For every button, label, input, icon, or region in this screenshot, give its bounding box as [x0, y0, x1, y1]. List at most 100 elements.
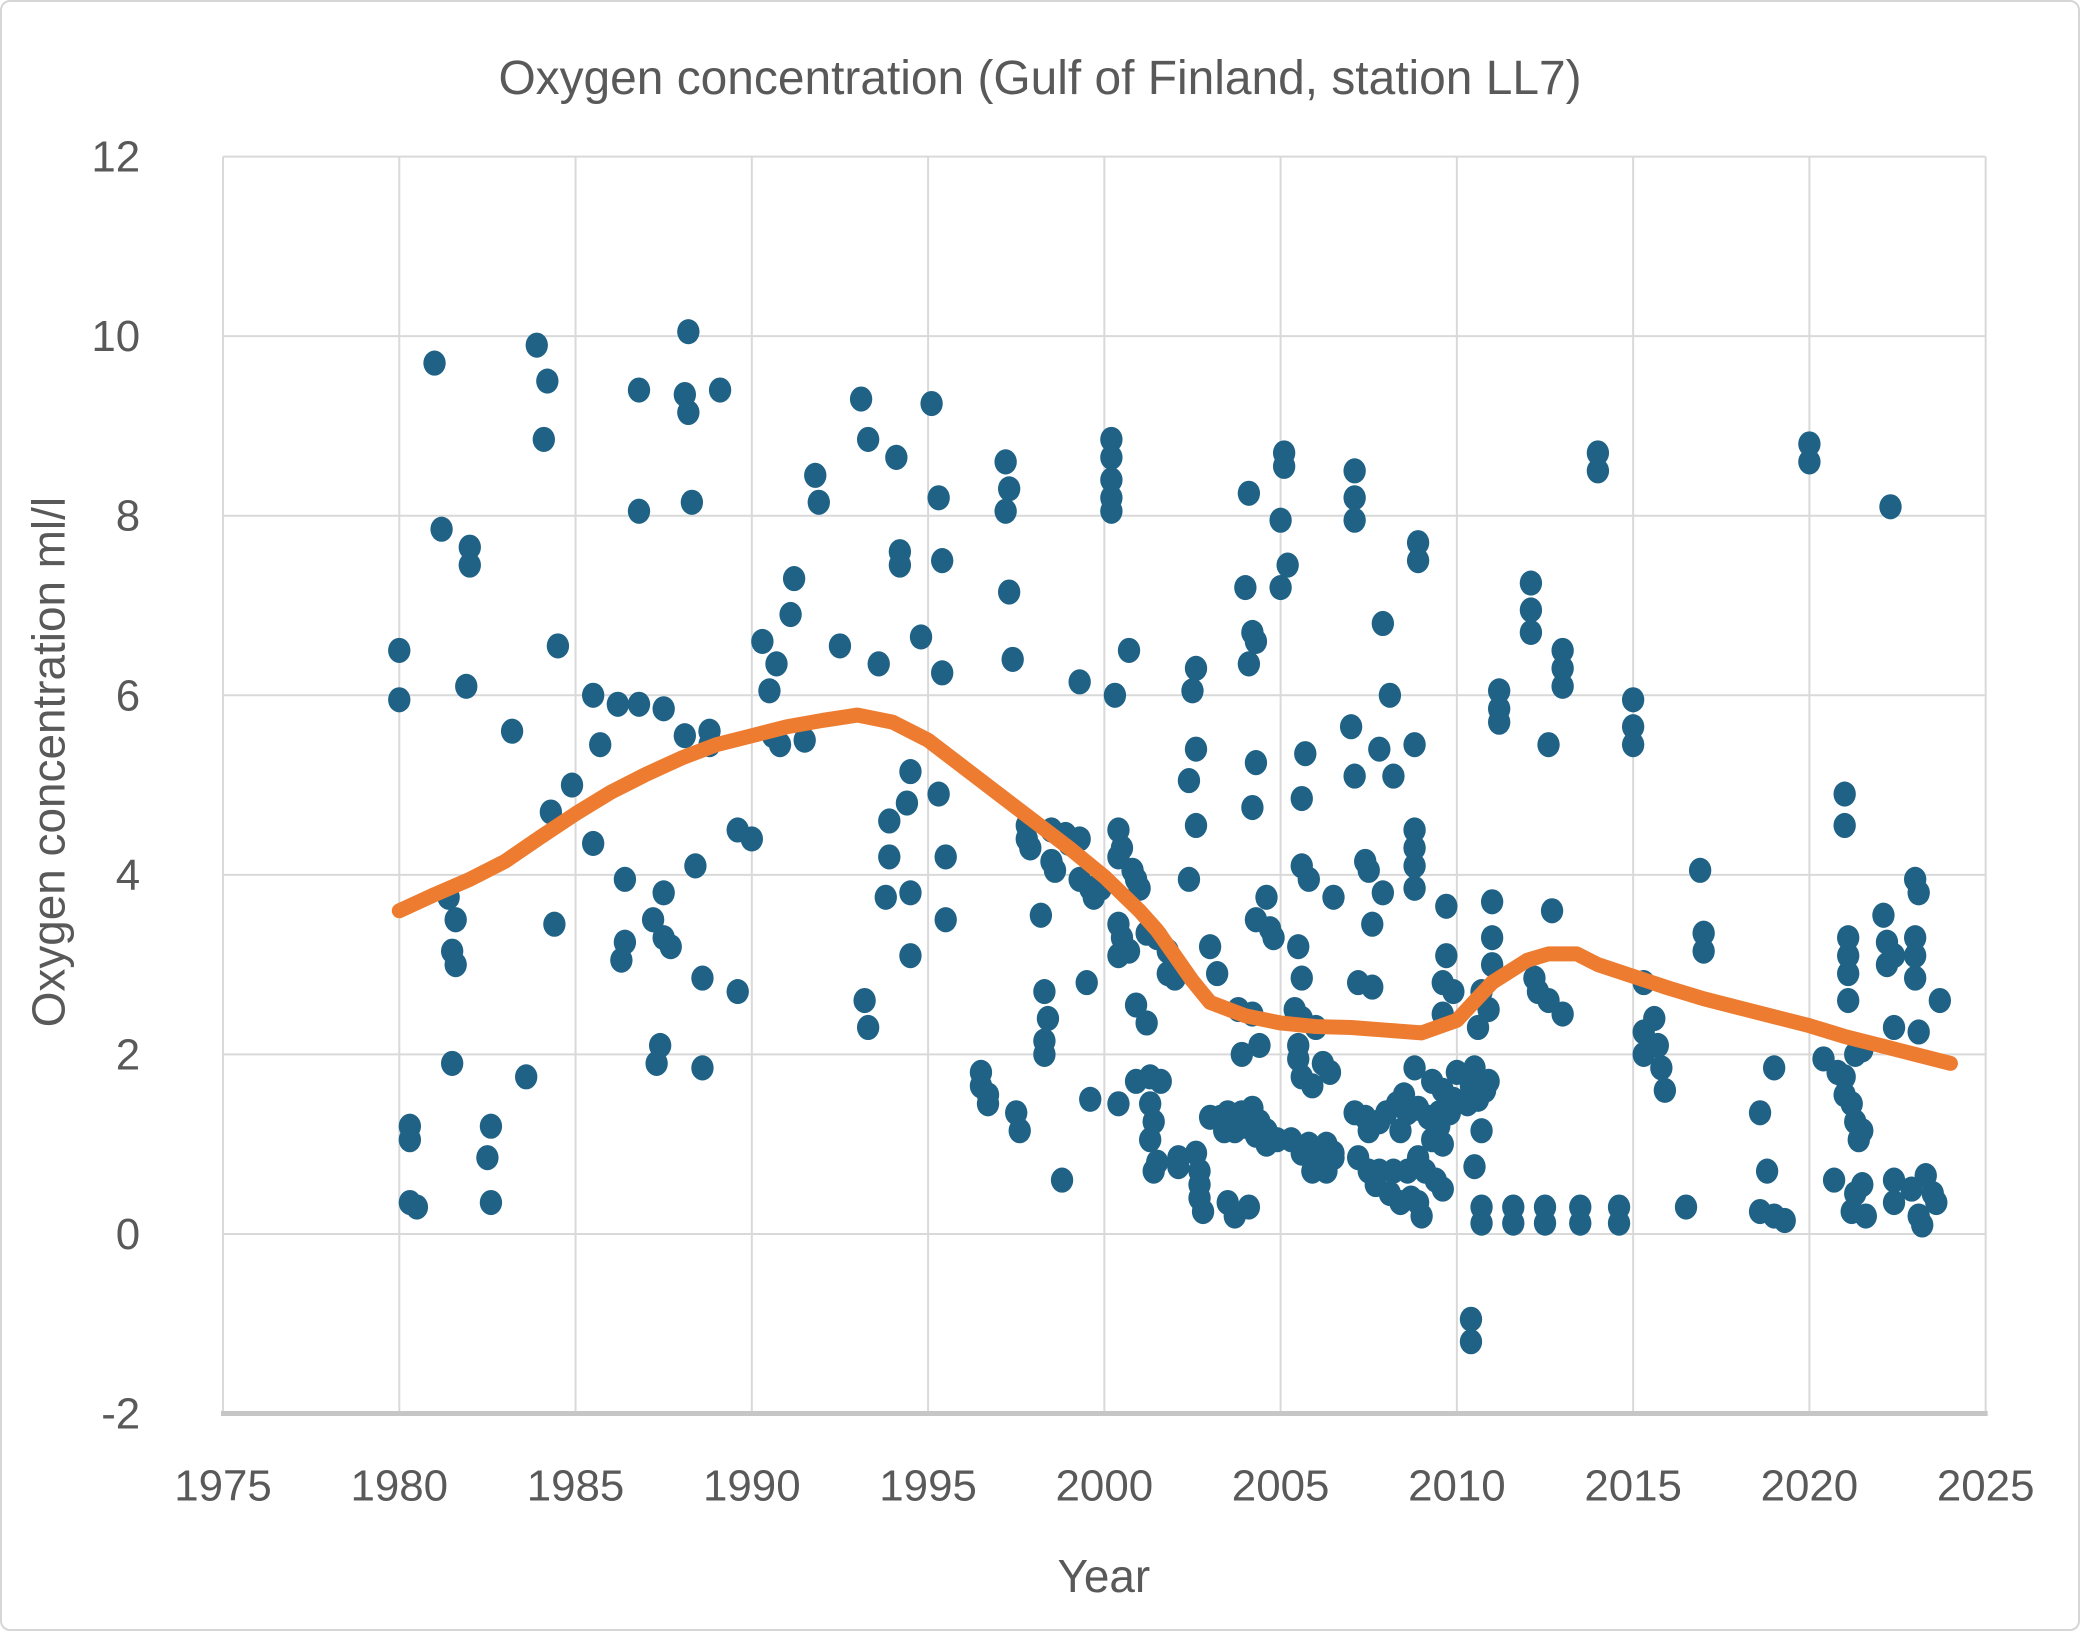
y-tick-label: 8: [116, 492, 140, 541]
data-point: [751, 628, 774, 654]
data-point: [1237, 651, 1261, 677]
data-point: [1837, 987, 1860, 1014]
data-point: [691, 1055, 714, 1081]
x-tick-label: 2015: [1584, 1461, 1682, 1510]
data-point: [920, 390, 943, 417]
data-point: [641, 907, 665, 933]
data-point: [740, 826, 763, 852]
data-point: [1343, 458, 1366, 484]
data-point: [997, 579, 1021, 605]
data-point: [1459, 1329, 1483, 1355]
data-point: [1068, 669, 1091, 695]
data-point: [1431, 1176, 1454, 1202]
data-point: [677, 319, 700, 345]
data-point: [849, 386, 873, 412]
data-point: [1470, 1118, 1493, 1144]
data-point: [455, 673, 478, 699]
data-point: [765, 651, 788, 677]
data-point: [1142, 1158, 1165, 1184]
data-point: [581, 830, 605, 857]
data-point: [525, 332, 548, 358]
data-point: [536, 368, 559, 394]
x-tick-label: 1995: [879, 1461, 977, 1510]
data-point: [652, 880, 675, 906]
data-point: [768, 732, 792, 758]
chart-title: Oxygen concentration (Gulf of Finland, s…: [498, 52, 1581, 105]
data-point: [1269, 574, 1292, 601]
data-point: [1748, 1100, 1772, 1126]
data-point: [1911, 1212, 1934, 1238]
data-point: [1403, 853, 1426, 879]
data-point: [1488, 709, 1511, 735]
data-point: [1519, 619, 1543, 646]
data-point: [1833, 1064, 1856, 1090]
data-point: [1287, 934, 1310, 960]
data-point: [1177, 768, 1201, 794]
data-point: [1435, 893, 1458, 919]
data-point: [874, 884, 897, 910]
data-point: [1248, 1032, 1271, 1059]
data-point: [1205, 961, 1229, 987]
data-point: [1237, 480, 1261, 506]
data-point: [726, 978, 749, 1005]
data-point: [1533, 1210, 1557, 1236]
data-point: [673, 723, 696, 749]
data-point: [931, 548, 954, 574]
data-point: [1586, 440, 1610, 466]
data-point: [1234, 574, 1257, 601]
data-point: [589, 732, 612, 758]
data-point: [532, 426, 555, 452]
data-point: [1928, 987, 1952, 1014]
data-point: [856, 1014, 880, 1041]
data-point: [1410, 1203, 1433, 1229]
data-point: [1149, 1068, 1172, 1094]
data-point: [500, 718, 524, 744]
data-point: [899, 943, 922, 969]
data-point: [1244, 628, 1268, 654]
data-point: [1762, 1055, 1786, 1081]
axis-tick-labels: 1975 1980 1985 1990 1995 2000 2005 2010 2015 2020…: [91, 133, 2034, 1511]
data-point: [1001, 646, 1024, 672]
data-point: [856, 426, 880, 452]
data-point: [1519, 570, 1543, 596]
data-point: [1466, 1014, 1490, 1041]
data-point: [1361, 974, 1384, 1000]
data-point: [1033, 1041, 1056, 1067]
data-point: [1837, 925, 1860, 951]
data-point: [1903, 925, 1927, 951]
data-point: [1269, 507, 1292, 533]
data-point: [1361, 911, 1384, 937]
data-point: [1755, 1158, 1779, 1184]
data-point: [652, 696, 675, 722]
data-point: [1255, 884, 1278, 910]
data-point: [1100, 498, 1123, 524]
data-point: [405, 1194, 429, 1220]
data-point: [1540, 898, 1564, 924]
data-point: [1653, 1077, 1677, 1103]
data-point: [1907, 1019, 1930, 1045]
data-point: [1621, 732, 1645, 758]
x-tick-label: 2010: [1408, 1461, 1506, 1510]
data-point: [1318, 1059, 1342, 1085]
data-point: [1128, 875, 1151, 901]
data-point: [994, 498, 1017, 524]
data-point: [1184, 812, 1208, 839]
data-point: [1903, 943, 1927, 969]
data-point: [430, 516, 453, 542]
data-point: [1688, 857, 1712, 883]
data-point: [1343, 763, 1366, 789]
x-tick-label: 2000: [1056, 1461, 1154, 1510]
data-point: [1477, 1068, 1500, 1094]
data-point: [1368, 736, 1391, 762]
data-point: [1851, 1118, 1874, 1144]
data-point: [1882, 1189, 1906, 1216]
data-point: [1607, 1210, 1631, 1236]
data-point: [1382, 763, 1405, 789]
data-point: [479, 1113, 503, 1139]
data-point: [627, 691, 651, 717]
data-point: [1135, 1010, 1158, 1036]
data-point: [1241, 794, 1264, 821]
data-point: [994, 449, 1017, 475]
data-point: [610, 947, 633, 973]
data-point: [1872, 902, 1895, 928]
